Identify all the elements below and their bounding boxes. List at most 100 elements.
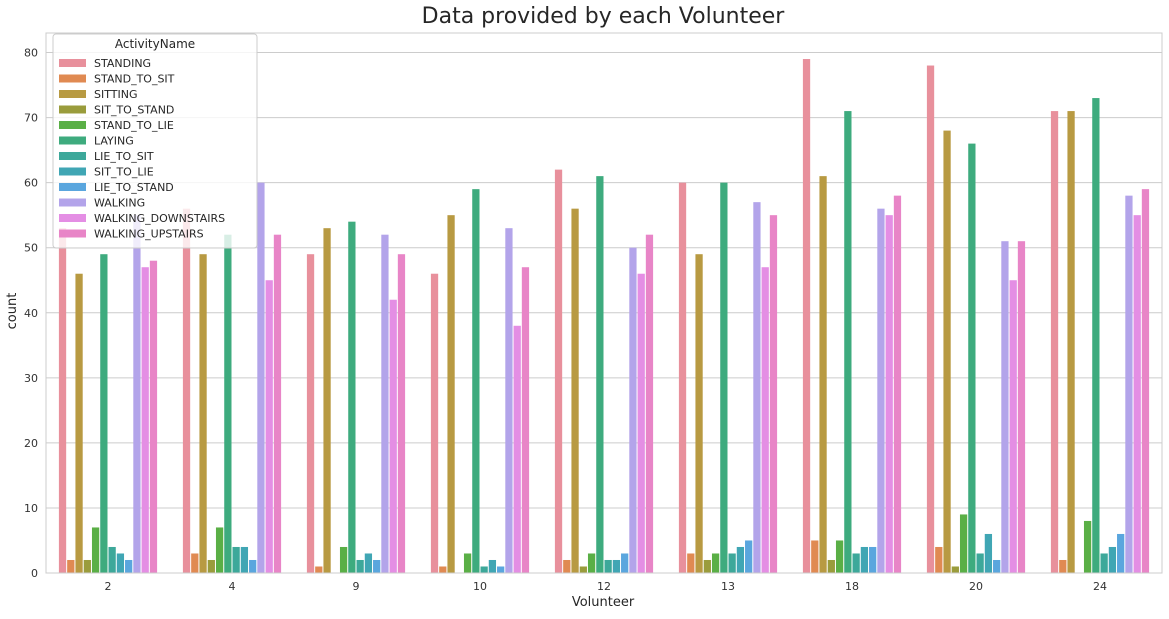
legend-swatch-stand_to_lie xyxy=(59,121,86,129)
bar-sitting-18 xyxy=(819,176,827,574)
bar-lie_to_stand-20 xyxy=(993,559,1001,573)
legend-swatch-stand_to_sit xyxy=(59,74,86,83)
bar-lie_to_sit-12 xyxy=(604,559,612,573)
legend-swatch-lie_to_sit xyxy=(59,152,86,160)
bar-walking_downstairs-10 xyxy=(513,325,521,573)
legend-box xyxy=(52,33,258,249)
legend-label-lie_to_sit: LIE_TO_SIT xyxy=(94,150,154,163)
bar-sitting-10 xyxy=(447,215,455,573)
bar-sit_to_stand-12 xyxy=(579,566,587,573)
bar-sitting-13 xyxy=(695,254,703,573)
bar-sit_to_lie-2 xyxy=(116,553,125,573)
bar-sit_to_lie-24 xyxy=(1108,546,1117,573)
bar-laying-12 xyxy=(596,176,604,574)
bar-lie_to_stand-18 xyxy=(869,546,877,573)
legend-label-sitting: SITTING xyxy=(94,88,137,101)
legend-swatch-sitting xyxy=(59,90,86,98)
legend-label-walking_upstairs: WALKING_UPSTAIRS xyxy=(94,228,204,241)
bar-walking_downstairs-12 xyxy=(637,273,645,573)
bar-lie_to_sit-10 xyxy=(480,566,488,573)
bar-walking_upstairs-12 xyxy=(645,234,654,573)
bar-walking_downstairs-9 xyxy=(389,299,397,573)
bar-sit_to_lie-10 xyxy=(488,559,497,573)
bar-walking-13 xyxy=(753,202,761,574)
legend-label-walking: WALKING xyxy=(94,197,145,210)
legend-swatch-walking xyxy=(59,198,86,207)
legend-label-lie_to_stand: LIE_TO_STAND xyxy=(94,181,174,194)
x-tick-label-10: 10 xyxy=(473,580,487,593)
x-tick-label-20: 20 xyxy=(969,580,983,593)
bar-standing-20 xyxy=(926,65,935,573)
legend-label-standing: STANDING xyxy=(94,57,151,70)
bar-lie_to_stand-9 xyxy=(373,559,381,573)
legend-swatch-walking_downstairs xyxy=(59,214,86,222)
y-tick-label-50: 50 xyxy=(24,242,38,255)
bar-sit_to_stand-20 xyxy=(951,566,959,573)
x-tick-label-24: 24 xyxy=(1093,580,1107,593)
y-tick-label-10: 10 xyxy=(24,502,38,515)
bar-stand_to_sit-20 xyxy=(935,546,943,573)
legend-swatch-walking_upstairs xyxy=(59,229,86,238)
bar-sit_to_lie-4 xyxy=(240,546,249,573)
legend-swatch-lie_to_stand xyxy=(59,183,86,191)
plot-frame xyxy=(45,32,1163,574)
bar-laying-20 xyxy=(968,143,976,573)
bar-stand_to_lie-9 xyxy=(339,546,348,573)
legend-label-stand_to_sit: STAND_TO_SIT xyxy=(94,73,175,86)
bar-stand_to_sit-9 xyxy=(315,566,323,573)
bar-walking_downstairs-13 xyxy=(761,267,769,573)
bar-sit_to_lie-20 xyxy=(984,533,993,573)
bar-laying-24 xyxy=(1092,98,1100,573)
bar-stand_to_sit-13 xyxy=(687,553,695,573)
bar-laying-13 xyxy=(720,182,728,573)
bar-lie_to_stand-10 xyxy=(497,566,505,573)
legend-swatch-sit_to_lie xyxy=(59,167,86,176)
bar-walking_upstairs-18 xyxy=(893,195,902,573)
bar-lie_to_stand-4 xyxy=(249,559,257,573)
y-tick-label-0: 0 xyxy=(31,567,38,580)
bar-lie_to_sit-24 xyxy=(1100,553,1108,573)
bar-walking_upstairs-20 xyxy=(1017,241,1026,574)
bar-lie_to_sit-2 xyxy=(108,546,116,573)
bar-walking-24 xyxy=(1125,195,1133,573)
bar-standing-10 xyxy=(430,273,439,573)
bar-standing-24 xyxy=(1050,111,1059,573)
bar-laying-9 xyxy=(348,221,356,574)
y-tick-label-30: 30 xyxy=(24,372,38,385)
legend-swatch-laying xyxy=(59,136,86,145)
bar-walking_downstairs-2 xyxy=(141,267,149,573)
bar-stand_to_lie-10 xyxy=(463,553,472,573)
bar-stand_to_sit-24 xyxy=(1059,559,1067,573)
bar-lie_to_stand-24 xyxy=(1117,533,1125,573)
legend-label-sit_to_stand: SIT_TO_STAND xyxy=(94,104,174,117)
bar-lie_to_sit-9 xyxy=(356,559,364,573)
bar-stand_to_sit-2 xyxy=(67,559,75,573)
bar-lie_to_sit-20 xyxy=(976,553,984,573)
bar-standing-2 xyxy=(58,228,67,573)
bar-sit_to_stand-18 xyxy=(827,559,835,573)
bar-walking-20 xyxy=(1001,241,1009,574)
bar-walking_downstairs-18 xyxy=(885,215,893,573)
bar-walking_downstairs-4 xyxy=(265,280,273,573)
bar-standing-13 xyxy=(678,182,687,573)
bar-stand_to_lie-18 xyxy=(835,540,844,573)
bar-walking_downstairs-20 xyxy=(1009,280,1017,573)
bar-lie_to_sit-13 xyxy=(728,553,736,573)
bar-sit_to_lie-13 xyxy=(736,546,745,573)
bar-stand_to_lie-2 xyxy=(91,527,100,573)
bar-sit_to_lie-12 xyxy=(612,559,621,573)
bar-walking_downstairs-24 xyxy=(1133,215,1141,573)
bar-standing-18 xyxy=(802,59,811,573)
bar-lie_to_sit-4 xyxy=(232,546,240,573)
x-tick-label-12: 12 xyxy=(597,580,611,593)
legend-title: ActivityName xyxy=(115,37,195,51)
bar-walking_upstairs-24 xyxy=(1141,189,1150,573)
y-axis-label: count xyxy=(5,293,20,330)
bar-walking_upstairs-13 xyxy=(769,215,778,573)
bar-walking-12 xyxy=(629,247,637,573)
y-tick-label-70: 70 xyxy=(24,112,38,125)
bar-walking-10 xyxy=(505,228,513,573)
bar-stand_to_sit-12 xyxy=(563,559,571,573)
